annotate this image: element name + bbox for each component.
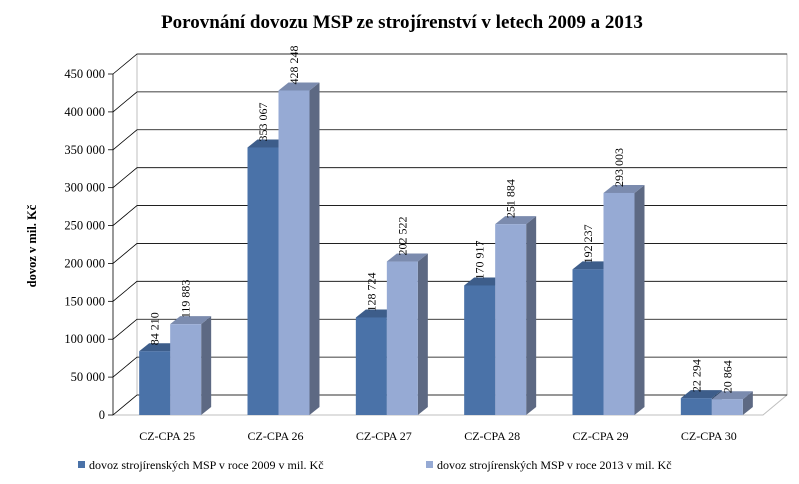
- data-label: 353 067: [256, 102, 270, 141]
- x-axis-categories: CZ-CPA 25 CZ-CPA 26 CZ-CPA 27 CZ-CPA 28 CZ-C…: [139, 429, 737, 443]
- y-tick-label: 350 000: [64, 143, 105, 157]
- data-label: 170 917: [473, 240, 487, 279]
- bar-front: [386, 261, 418, 415]
- bar-side: [634, 184, 645, 415]
- gridline: [112, 318, 787, 340]
- x-category-label: CZ-CPA 29: [573, 429, 629, 443]
- gridline: [112, 91, 787, 113]
- data-label: 293 003: [612, 148, 626, 187]
- legend-label: dovoz strojírenských MSP v roce 2009 v m…: [89, 458, 324, 472]
- y-tick-label: 50 000: [71, 370, 105, 384]
- bar-top: [247, 139, 289, 148]
- data-label: 22 294: [689, 359, 703, 392]
- bar-top: [572, 261, 614, 270]
- bar-front: [572, 269, 604, 415]
- gridline: [112, 53, 787, 75]
- bar: [170, 316, 212, 415]
- bar-top: [278, 82, 320, 91]
- data-label: 251 884: [504, 179, 518, 218]
- data-label: 128 724: [364, 272, 378, 311]
- data-label: 84 210: [148, 312, 162, 345]
- gridline: [112, 243, 787, 264]
- bar-side: [309, 82, 320, 415]
- y-tick-label: 150 000: [64, 294, 105, 308]
- legend-swatch: [78, 461, 85, 468]
- data-label: 119 883: [179, 280, 193, 319]
- legend-item: dovoz strojírenských MSP v roce 2009 v m…: [78, 458, 324, 472]
- bar-front: [139, 351, 171, 415]
- gridlines: [108, 53, 787, 416]
- plot-walls: [111, 53, 789, 416]
- y-tick-label: 200 000: [64, 256, 105, 270]
- bar-front: [603, 192, 635, 415]
- gridline: [112, 205, 787, 226]
- data-label: 428 248: [287, 45, 301, 84]
- y-axis-ticks: 0 50 000 100 000 150 000 200 000 250 000 300 0…: [64, 67, 105, 422]
- bar-side: [201, 316, 212, 415]
- legend-item: dovoz strojírenských MSP v roce 2013 v m…: [426, 458, 672, 472]
- legend-swatch: [426, 461, 433, 468]
- data-label: 20 864: [720, 360, 734, 393]
- bar-top: [680, 390, 722, 399]
- bar: [386, 253, 428, 415]
- bar-front: [495, 224, 527, 415]
- bar: [495, 216, 537, 415]
- bar-top: [711, 391, 753, 400]
- x-category-label: CZ-CPA 26: [248, 429, 304, 443]
- y-tick-label: 300 000: [64, 181, 105, 195]
- y-axis-label: dovoz v mil. Kč: [25, 204, 39, 287]
- x-category-label: CZ-CPA 28: [464, 429, 520, 443]
- bar-front: [711, 399, 743, 415]
- bar-top: [170, 316, 212, 325]
- bar-top: [355, 309, 397, 318]
- x-category-label: CZ-CPA 30: [681, 429, 737, 443]
- bar-side: [417, 253, 428, 415]
- bar-front: [170, 324, 202, 415]
- bar-side: [742, 391, 753, 415]
- gridline: [112, 394, 787, 416]
- bar-side: [526, 216, 537, 415]
- y-tick-label: 100 000: [64, 332, 105, 346]
- data-labels: 84 210 119 883 353 067 428 248 128 724 202 52…: [148, 45, 735, 393]
- bar-front: [278, 90, 310, 415]
- bar-front: [680, 398, 712, 415]
- bar-front: [464, 285, 496, 415]
- gridline: [112, 167, 787, 188]
- bar: [711, 391, 753, 415]
- y-tick-label: 450 000: [64, 67, 105, 81]
- bar: [278, 82, 320, 415]
- y-tick-label: 0: [99, 408, 105, 422]
- data-label: 192 237: [581, 224, 595, 263]
- y-tick-label: 400 000: [64, 105, 105, 119]
- chart-title: Porovnání dovozu MSP ze strojírenství v …: [161, 12, 643, 33]
- x-category-label: CZ-CPA 25: [139, 429, 195, 443]
- legend-label: dovoz strojírenských MSP v roce 2013 v m…: [437, 458, 672, 472]
- bar-top: [464, 277, 506, 286]
- bar-top: [603, 184, 645, 193]
- gridline: [112, 356, 787, 378]
- bars: [139, 82, 753, 415]
- y-tick-label: 250 000: [64, 219, 105, 233]
- bar-front: [247, 147, 279, 415]
- bar-front: [355, 317, 387, 415]
- back-wall: [136, 53, 788, 396]
- bar-top: [139, 343, 181, 352]
- gridline: [112, 280, 787, 302]
- bar-top: [386, 253, 428, 262]
- legend: dovoz strojírenských MSP v roce 2009 v m…: [78, 458, 672, 472]
- bar-top: [495, 216, 537, 225]
- gridline: [112, 129, 787, 151]
- bar: [603, 184, 645, 415]
- data-label: 202 522: [395, 217, 409, 256]
- x-category-label: CZ-CPA 27: [356, 429, 412, 443]
